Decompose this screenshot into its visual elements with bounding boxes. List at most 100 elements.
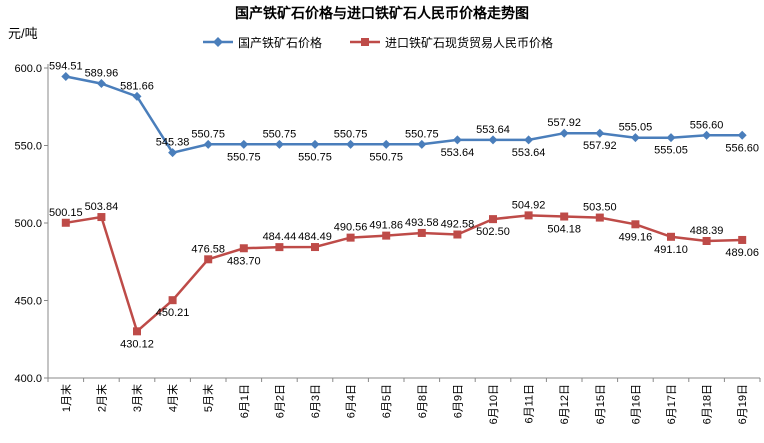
data-label: 504.92 — [512, 199, 546, 211]
data-label: 589.96 — [85, 68, 119, 80]
x-tick-label: 2月末 — [94, 384, 108, 412]
x-tick-label: 6月4日 — [346, 384, 358, 418]
data-label: 476.58 — [191, 243, 225, 255]
data-point — [346, 139, 356, 149]
y-axis-label: 元/吨 — [8, 26, 38, 41]
data-point — [204, 255, 213, 264]
data-label: 450.21 — [156, 307, 190, 319]
data-label: 555.05 — [654, 145, 688, 157]
data-label: 484.49 — [298, 231, 332, 243]
y-axis-ticks: 400.0 450.0 500.0 550.0 600.0 — [14, 63, 48, 385]
data-label: 550.75 — [227, 151, 261, 163]
chart-title: 国产铁矿石价格与进口铁矿石人民币价格走势图 — [235, 5, 529, 21]
x-tick-label: 6月1日 — [239, 384, 251, 418]
data-point — [346, 233, 355, 242]
data-point — [133, 327, 141, 336]
data-label: 502.50 — [476, 226, 510, 238]
data-point — [488, 135, 498, 145]
data-label: 550.75 — [334, 128, 368, 140]
data-label: 504.18 — [547, 224, 581, 236]
data-label: 492.58 — [441, 219, 475, 231]
x-tick-label: 1月末 — [59, 384, 73, 412]
x-tick-label: 6月16日 — [630, 384, 642, 424]
x-tick-label: 6月9日 — [452, 384, 464, 418]
y-tick-label: 550.0 — [14, 141, 42, 153]
data-point — [311, 243, 319, 252]
x-tick-label: 6月11日 — [524, 384, 536, 424]
data-point — [417, 228, 426, 237]
data-label: 503.84 — [85, 201, 119, 213]
data-label: 594.51 — [49, 61, 83, 73]
data-point — [274, 139, 284, 149]
legend-label-import: 进口铁矿石现货贸易人民币价格 — [385, 35, 553, 50]
series-line — [65, 214, 743, 334]
data-point — [132, 91, 142, 101]
data-point — [97, 213, 106, 222]
x-tick-label: 6月12日 — [559, 384, 571, 424]
data-point — [737, 130, 747, 140]
legend: 国产铁矿石价格 进口铁矿石现货贸易人民币价格 — [203, 35, 553, 50]
x-tick-label: 6月2日 — [274, 384, 286, 418]
data-label: 491.10 — [654, 244, 688, 256]
x-tick-label: 3月末 — [130, 384, 144, 412]
data-point — [666, 133, 676, 143]
x-tick-label: 6月17日 — [666, 384, 678, 424]
x-tick-label: 6月8日 — [417, 384, 429, 418]
data-point — [239, 139, 249, 149]
data-point — [61, 218, 70, 227]
data-label: 500.15 — [49, 207, 83, 219]
y-tick-label: 400.0 — [14, 373, 42, 385]
data-point — [275, 243, 284, 252]
data-point — [667, 232, 675, 241]
data-point — [595, 128, 605, 138]
data-point — [203, 139, 213, 149]
legend-marker-domestic — [213, 37, 223, 47]
data-label: 555.05 — [619, 122, 653, 134]
series — [61, 72, 747, 336]
data-label: 483.70 — [227, 255, 261, 267]
data-point — [524, 211, 533, 220]
data-point — [452, 135, 462, 145]
data-label: 490.56 — [334, 222, 368, 234]
data-point — [524, 135, 534, 145]
data-label: 484.44 — [263, 231, 297, 243]
data-label: 491.86 — [369, 220, 403, 232]
data-point — [168, 148, 178, 158]
data-point — [382, 231, 391, 240]
data-point — [310, 139, 320, 149]
y-tick-label: 450.0 — [14, 296, 42, 308]
data-point — [96, 79, 106, 89]
data-label: 489.06 — [725, 247, 759, 259]
data-label: 553.64 — [476, 124, 510, 136]
data-label: 499.16 — [619, 231, 653, 243]
data-label: 493.58 — [405, 217, 439, 229]
data-label: 488.39 — [690, 225, 724, 237]
data-label: 556.60 — [725, 142, 759, 154]
data-label: 556.60 — [690, 119, 724, 131]
data-point — [631, 220, 640, 229]
data-point — [489, 215, 497, 224]
data-point — [417, 139, 427, 149]
data-label: 550.75 — [369, 151, 403, 163]
data-label: 545.38 — [156, 137, 190, 149]
data-label: 553.64 — [441, 147, 475, 159]
data-point — [738, 235, 747, 244]
data-point — [702, 236, 711, 245]
data-point — [61, 72, 71, 82]
data-point — [559, 128, 569, 138]
data-labels: 594.51589.96581.66545.38550.75550.75550.… — [49, 61, 759, 351]
x-tick-label: 6月19日 — [737, 384, 749, 424]
data-point — [381, 139, 391, 149]
data-label: 550.75 — [298, 151, 332, 163]
data-point — [560, 212, 569, 221]
data-label: 557.92 — [547, 117, 581, 129]
data-label: 550.75 — [405, 128, 439, 140]
data-point — [453, 230, 462, 239]
data-label: 503.50 — [583, 202, 617, 214]
x-tick-label: 6月5日 — [381, 384, 393, 418]
y-tick-label: 600.0 — [14, 63, 42, 75]
data-point — [168, 296, 177, 305]
data-point — [239, 244, 248, 253]
